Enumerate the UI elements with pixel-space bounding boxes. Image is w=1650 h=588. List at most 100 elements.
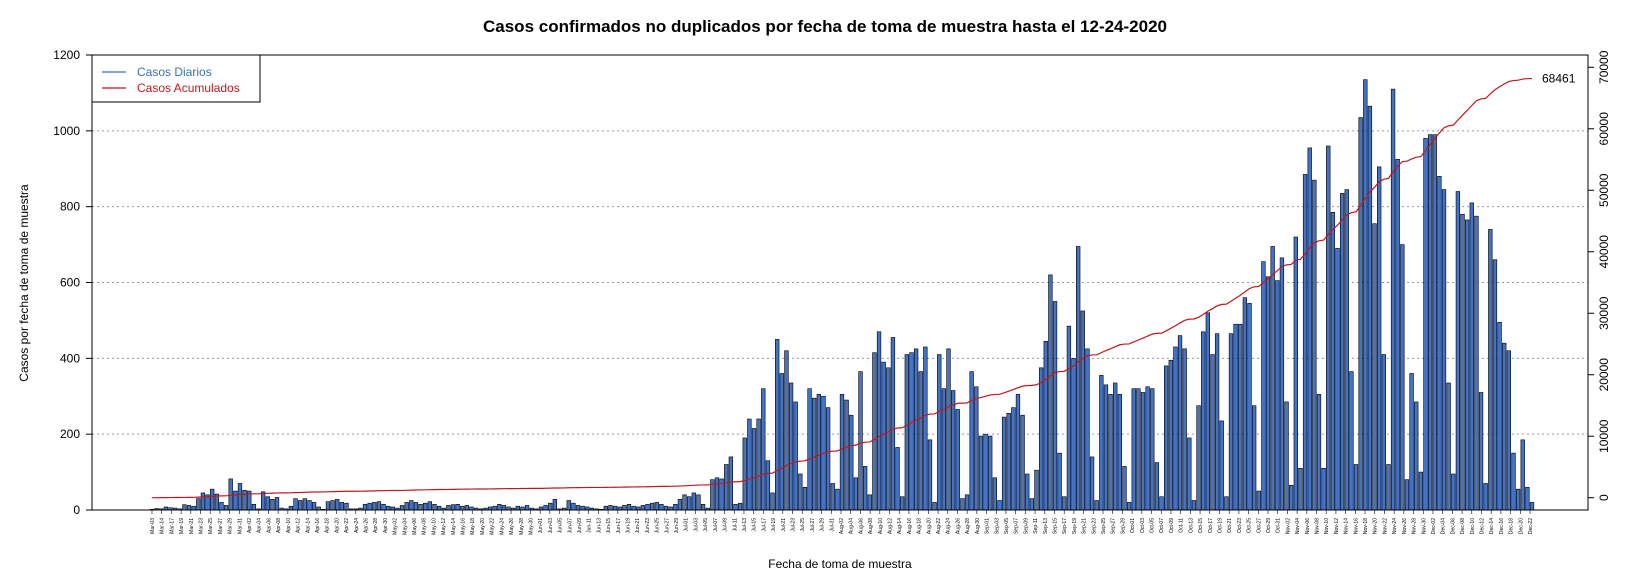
x-tick-label: Apr-18 — [325, 518, 331, 533]
x-tick-label: May-20 — [480, 518, 486, 535]
bar — [515, 505, 520, 511]
chart-title: Casos confirmados no duplicados por fech… — [483, 17, 1167, 36]
x-tick-label: Sep-07 — [1014, 518, 1020, 534]
bar — [1103, 384, 1109, 511]
x-tick-label: Nov-28 — [1412, 518, 1418, 534]
bar — [1140, 392, 1146, 511]
x-tick-label: Dec-02 — [1431, 518, 1437, 534]
bar — [876, 331, 882, 511]
bar — [325, 501, 331, 511]
x-tick-label: Apr-26 — [363, 518, 369, 533]
x-tick-label: May-26 — [509, 518, 515, 535]
bar — [900, 496, 905, 511]
bar — [1196, 405, 1201, 511]
bar — [862, 466, 868, 511]
bar — [186, 505, 192, 511]
x-tick-label: Apr-02 — [247, 518, 253, 533]
bar — [1191, 500, 1197, 511]
bar — [696, 494, 701, 511]
bar — [427, 501, 433, 511]
bar — [853, 477, 859, 511]
bar — [849, 414, 854, 511]
bar — [1372, 223, 1377, 511]
bar — [543, 505, 548, 511]
bar — [1525, 486, 1530, 511]
bar — [663, 505, 669, 511]
x-tick-label: Sep-03 — [994, 518, 1000, 534]
x-tick-label: Oct-17 — [1208, 518, 1214, 533]
bar — [1321, 467, 1326, 511]
x-tick-label: Mar-17 — [169, 518, 175, 534]
cumulative-line — [151, 77, 1533, 499]
x-tick-label: Aug-20 — [926, 518, 932, 534]
bar — [751, 428, 757, 511]
bar — [1006, 413, 1011, 511]
bar — [812, 397, 817, 511]
bar — [631, 505, 636, 511]
bar — [1316, 394, 1322, 511]
x-tick-label: Nov-30 — [1421, 518, 1427, 534]
x-tick-label: Jul-15 — [752, 518, 758, 532]
bar — [1400, 244, 1405, 511]
bar — [497, 504, 502, 511]
x-tick-label: Nov-08 — [1315, 518, 1321, 534]
x-tick-label: Jul-13 — [742, 518, 748, 532]
x-tick-label: Mar-14 — [160, 518, 166, 534]
bar — [1159, 496, 1164, 511]
bar — [1117, 394, 1123, 511]
bar — [1136, 388, 1141, 511]
x-tick-label: Jun-23 — [645, 518, 651, 534]
bar — [913, 348, 919, 511]
y-tick-label: 1000 — [53, 124, 80, 138]
x-tick-label: Mar-25 — [208, 518, 214, 534]
bar — [1497, 322, 1502, 511]
y2-tick-label: 10000 — [1597, 419, 1611, 453]
y-tick-label: 400 — [60, 351, 80, 365]
legend-box — [91, 54, 261, 103]
bar — [1048, 274, 1053, 511]
x-tick-label: Jun-07 — [567, 518, 573, 534]
bar — [1210, 354, 1215, 511]
bar — [1224, 496, 1229, 511]
bar — [955, 409, 960, 511]
bar — [895, 447, 900, 511]
y2-tick-label: 20000 — [1597, 358, 1611, 392]
x-tick-label: Dec-18 — [1509, 518, 1515, 534]
x-tick-label: Oct-31 — [1276, 518, 1282, 533]
bar — [1418, 471, 1424, 511]
bar — [1446, 382, 1451, 511]
x-tick-label: May-30 — [528, 518, 534, 535]
x-tick-label: Mar-19 — [179, 518, 185, 534]
x-tick-label: Oct-19 — [1217, 518, 1223, 533]
x-tick-label: Apr-12 — [296, 518, 302, 533]
x-tick-label: May-14 — [451, 518, 457, 535]
bar — [626, 504, 632, 511]
bar — [1094, 500, 1099, 511]
bar — [964, 494, 970, 511]
x-tick-label: May-08 — [422, 518, 428, 535]
x-tick-label: Aug-08 — [868, 518, 874, 534]
bar — [1025, 473, 1030, 511]
bar — [288, 505, 294, 511]
bar — [228, 478, 233, 511]
bar — [983, 433, 988, 511]
x-tick-label: Jul-01 — [684, 518, 690, 532]
bar — [765, 460, 771, 511]
bar — [1131, 388, 1136, 511]
bar — [580, 505, 585, 511]
bar — [1205, 312, 1210, 511]
legend: Casos Diarios Casos Acumulados — [91, 54, 261, 103]
x-tick-label: Jun-03 — [548, 518, 554, 534]
x-tick-label: Jul-07 — [713, 518, 719, 532]
bar — [1502, 342, 1507, 511]
x-tick-label: Apr-14 — [305, 518, 311, 533]
bar — [1358, 117, 1363, 511]
bar — [872, 352, 877, 511]
x-tick-label: Dec-16 — [1499, 518, 1505, 534]
bar — [960, 498, 965, 511]
bar — [728, 456, 734, 511]
bar — [223, 505, 229, 511]
x-tick-label: Aug-04 — [849, 518, 855, 534]
bar — [1168, 359, 1173, 511]
bar — [1214, 333, 1220, 511]
